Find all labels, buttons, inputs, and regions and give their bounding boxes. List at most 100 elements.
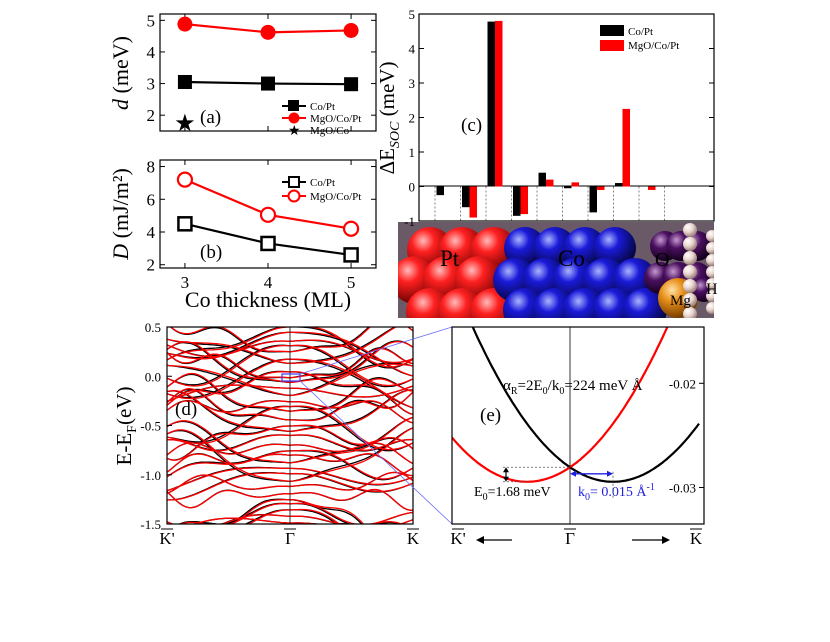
y-tick-label: 2 xyxy=(147,256,156,275)
y-tick-label: 0.5 xyxy=(145,320,161,335)
bar xyxy=(538,172,546,187)
x-tick-label: K' xyxy=(450,529,465,548)
panel-b: D (mJ/m²) (b) 2 4 6 8 3 4 5 Co thickness (ML)… xyxy=(108,158,377,312)
panel-b-label: (b) xyxy=(200,242,222,263)
data-point xyxy=(343,247,359,263)
struct-label-pt: Pt xyxy=(440,246,460,271)
panel-c-guides xyxy=(434,186,665,221)
zoom-connector-top xyxy=(299,326,453,375)
panel-a-label: (a) xyxy=(200,107,221,128)
struct-label-co: Co xyxy=(558,246,585,271)
data-point xyxy=(343,22,359,38)
bar xyxy=(513,186,521,216)
y-tick-label: -0.02 xyxy=(669,376,696,391)
data-point-star: ★ xyxy=(174,111,196,137)
panel-b-legend: Co/Pt MgO/Co/Pt xyxy=(282,176,361,203)
y-tick-label: 5 xyxy=(409,7,416,22)
bar xyxy=(597,186,605,190)
legend-a-star-icon: ★ xyxy=(288,124,301,139)
h-atom xyxy=(683,223,697,237)
arrow-left-head xyxy=(476,536,484,544)
bar xyxy=(615,183,623,187)
panel-e-label: (e) xyxy=(480,405,501,426)
struct-label-h: H xyxy=(706,281,718,298)
panel-b-yticks: 2 4 6 8 xyxy=(147,158,376,275)
panel-e-alpha-eq: αR=2E0/k0=224 meV Å xyxy=(503,378,643,397)
h-atom xyxy=(706,266,714,278)
x-tick-label: K' xyxy=(159,529,174,548)
panel-c-yticks: -1 0 1 2 3 4 5 xyxy=(404,7,714,229)
legend-a-mgocopt: MgO/Co/Pt xyxy=(310,113,361,125)
data-point xyxy=(176,171,194,188)
data-point xyxy=(260,24,276,40)
data-point xyxy=(177,16,193,32)
arrow-right-head xyxy=(662,536,670,544)
bar xyxy=(520,186,528,215)
y-tick-label: 2 xyxy=(147,106,156,125)
bar xyxy=(648,186,656,190)
e0-arrow-head xyxy=(503,467,509,473)
panel-c-legend: Co/Pt MgO/Co/Pt xyxy=(600,25,679,52)
y-tick-label: 5 xyxy=(147,11,156,30)
bar xyxy=(487,21,495,187)
data-point xyxy=(342,220,360,237)
y-tick-label: -0.03 xyxy=(669,481,696,496)
y-tick-label: -1 xyxy=(404,214,415,229)
e0-arrow-head xyxy=(503,476,509,482)
y-tick-label: -0.5 xyxy=(140,419,161,434)
panel-c: -1 0 1 2 3 4 5 ΔESOC (meV) (c) Co/Pt MgO/Co/Pt… xyxy=(375,7,718,318)
y-tick-label: 3 xyxy=(409,76,416,91)
panel-a-legend: Co/Pt MgO/Co/Pt ★ MgO/Co xyxy=(282,100,361,139)
band-line xyxy=(167,327,413,368)
bar xyxy=(436,186,444,196)
panel-e-e0: E0=1.68 meV xyxy=(474,485,551,503)
h-atom xyxy=(706,278,714,290)
y-tick-label: 6 xyxy=(147,190,156,209)
h-atom xyxy=(683,237,697,251)
panel-e-annotations xyxy=(503,466,614,498)
data-point xyxy=(177,74,192,89)
panel-e: -0.02-0.03 K' Γ K (e) αR=2E0/k0=224 meV Å … xyxy=(450,326,705,548)
panel-d: 0.5 0.0 -0.5 -1.0 -1.5 K' Γ K E-EF(eV) (d) xyxy=(112,320,420,548)
x-tick-label: 5 xyxy=(347,273,356,292)
h-atom xyxy=(683,279,697,293)
x-tick-label: 4 xyxy=(264,273,273,292)
bar xyxy=(589,186,597,213)
legend-a-copt: Co/Pt xyxy=(310,101,335,113)
panel-e-yticks: -0.02 -0.03 xyxy=(669,376,704,496)
data-point xyxy=(261,76,275,91)
y-tick-label: -1.5 xyxy=(140,517,161,532)
h-atom xyxy=(706,290,714,302)
k0-arrow-head xyxy=(607,470,613,477)
x-tick-label: Γ xyxy=(285,529,295,548)
panel-d-ylabel: E-EF(eV) xyxy=(112,387,140,466)
h-atom xyxy=(683,307,697,318)
h-atom xyxy=(683,265,697,279)
bar xyxy=(571,182,579,187)
data-point xyxy=(260,235,276,252)
panel-a: d (meV) (a) 2 3 4 5 ★ Co/Pt MgO/Co/Pt ★ MgO… xyxy=(108,11,377,139)
panel-b-xticks: 3 4 5 xyxy=(181,273,356,292)
panel-d-label: (d) xyxy=(175,399,197,420)
y-tick-label: 1 xyxy=(409,145,416,160)
panel-c-bars xyxy=(436,20,656,218)
panel-a-ylabel: d (meV) xyxy=(108,36,133,110)
legend-a-mgoco: MgO/Co xyxy=(310,125,350,137)
y-tick-label: 3 xyxy=(147,75,156,94)
panel-c-label: (c) xyxy=(461,115,482,136)
bar xyxy=(462,186,470,208)
band-line xyxy=(167,327,413,369)
legend-b-mgocopt: MgO/Co/Pt xyxy=(310,191,361,203)
bar xyxy=(622,108,630,187)
y-tick-label: 4 xyxy=(147,223,156,242)
h-atom xyxy=(706,302,714,314)
y-tick-label: 4 xyxy=(147,43,156,62)
bar xyxy=(564,186,572,189)
co-atom xyxy=(623,288,667,318)
h-atom xyxy=(683,293,697,307)
struct-label-mg: Mg xyxy=(670,293,691,309)
panel-a-marks: ★ xyxy=(174,16,359,137)
y-tick-label: 4 xyxy=(409,42,416,57)
y-tick-label: 0.0 xyxy=(145,369,161,384)
panel-d-zoom-box xyxy=(281,373,301,382)
